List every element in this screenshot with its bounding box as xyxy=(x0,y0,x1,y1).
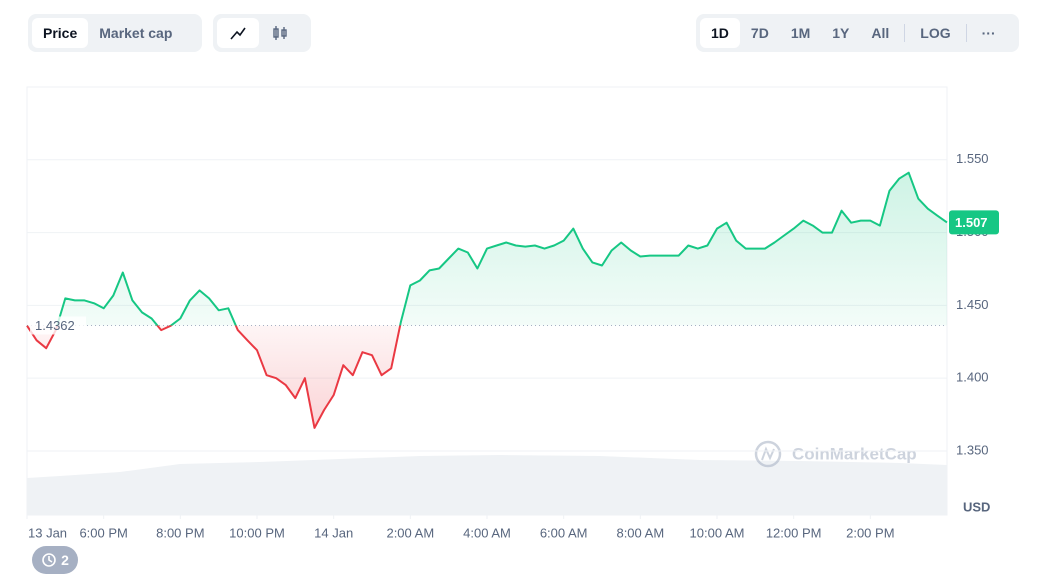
separator xyxy=(965,24,967,42)
price-line xyxy=(26,171,948,429)
x-tick-label: 14 Jan xyxy=(314,525,353,540)
current-price-badge xyxy=(949,210,999,235)
separator xyxy=(904,24,906,42)
tab[interactable]: Market cap xyxy=(99,25,173,41)
candle-style-button[interactable] xyxy=(259,18,301,48)
x-tick-label: 12:00 PM xyxy=(766,525,822,540)
area xyxy=(27,172,947,428)
x-tick-label: 13 Jan xyxy=(28,525,67,540)
volume-area xyxy=(27,455,947,515)
line-icon xyxy=(230,27,246,40)
tab[interactable]: 1Y xyxy=(832,25,850,41)
x-tick-label: 10:00 PM xyxy=(229,525,285,540)
y-tick-label: 1.450 xyxy=(956,297,989,312)
x-tick-label: 10:00 AM xyxy=(690,525,745,540)
x-tick-label: 8:00 AM xyxy=(616,525,664,540)
candle-icon xyxy=(273,26,287,40)
tab[interactable]: Price xyxy=(32,18,89,48)
line-style-button[interactable] xyxy=(217,18,259,48)
x-tick-label: 2:00 AM xyxy=(386,525,434,540)
x-tick-label: 6:00 AM xyxy=(540,525,588,540)
currency-label: USD xyxy=(963,499,990,514)
y-tick-label: 1.550 xyxy=(956,151,989,166)
log-toggle[interactable]: LOG xyxy=(920,25,951,41)
tab[interactable]: 1D xyxy=(700,18,740,48)
tab[interactable]: 1M xyxy=(790,25,811,41)
x-tick-label: 2:00 PM xyxy=(846,525,894,540)
metric-tabs: Price Market cap xyxy=(28,14,202,52)
watermark: CoinMarketCap xyxy=(754,440,917,468)
history-badge[interactable]: 2 xyxy=(32,546,78,574)
tab[interactable]: 7D xyxy=(750,25,769,41)
history-count: 2 xyxy=(61,552,69,568)
x-tick-label: 4:00 AM xyxy=(463,525,511,540)
history-icon xyxy=(42,553,56,567)
range-tabs: 1D 7D 1M 1Y All LOG ··· xyxy=(696,14,1019,52)
watermark-text: CoinMarketCap xyxy=(792,444,917,463)
x-tick-label: 8:00 PM xyxy=(156,525,204,540)
current-price: 1.507 xyxy=(955,215,988,230)
tab[interactable]: All xyxy=(871,25,890,41)
chart-style-tabs xyxy=(213,14,311,52)
more-button[interactable]: ··· xyxy=(981,25,996,41)
y-tick-label: 1.400 xyxy=(956,370,989,385)
baseline-label: 1.4362 xyxy=(35,318,75,333)
y-tick-label: 1.350 xyxy=(956,442,989,457)
baseline-label-bg xyxy=(30,316,86,335)
x-tick-label: 6:00 PM xyxy=(79,525,127,540)
